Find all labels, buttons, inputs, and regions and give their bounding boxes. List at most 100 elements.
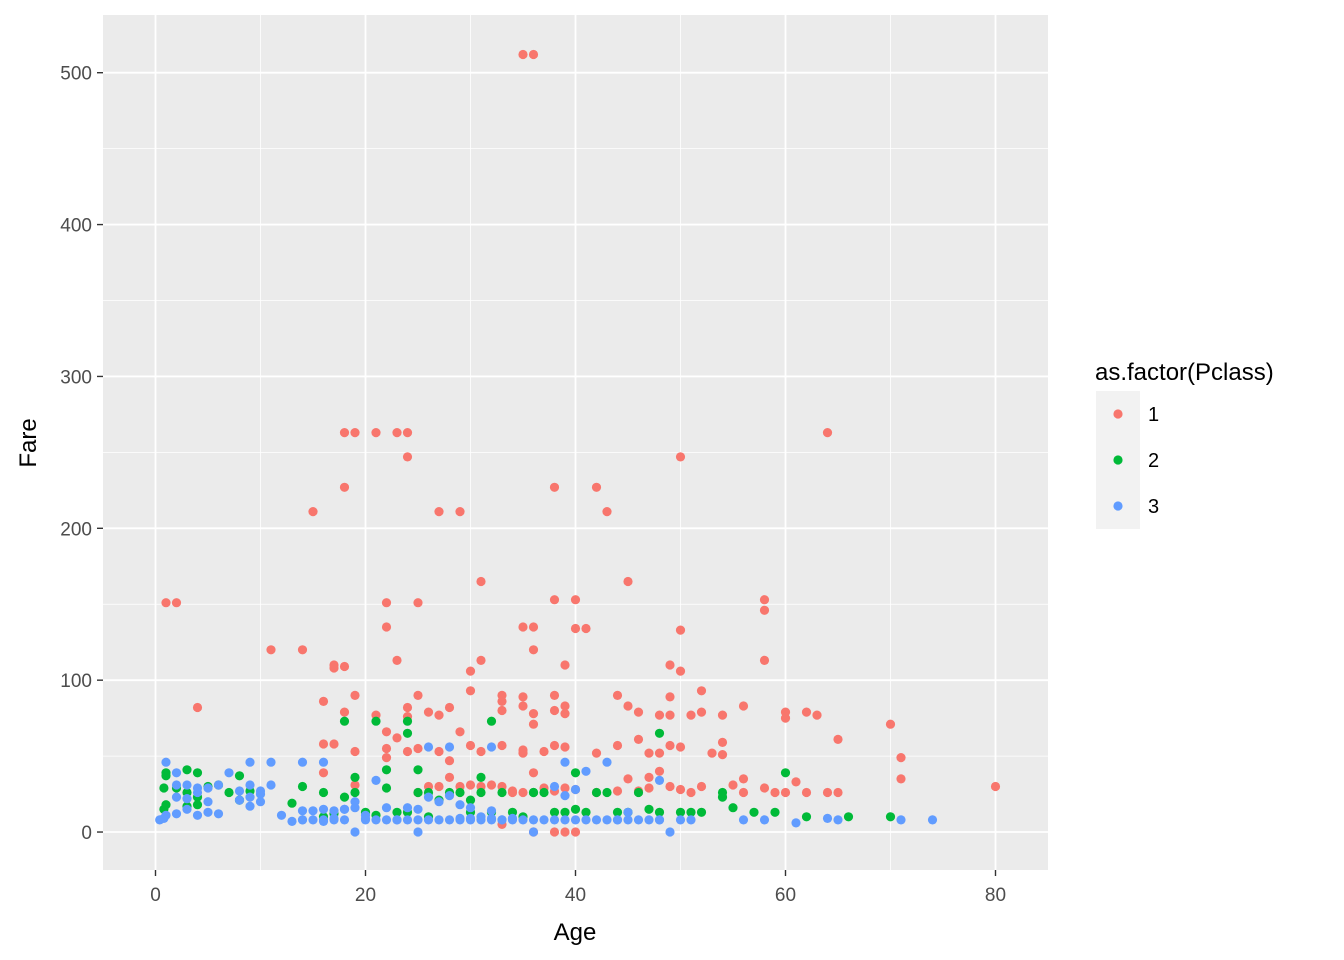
data-point (318, 787, 329, 798)
y-tick-label: 200 (60, 519, 92, 540)
data-point (444, 702, 455, 713)
x-tick-label: 20 (355, 885, 376, 906)
data-point (455, 507, 465, 517)
data-point (738, 701, 749, 711)
data-point (539, 787, 549, 798)
data-point (171, 792, 182, 802)
data-point (308, 507, 318, 517)
data-point (465, 740, 476, 751)
data-point (371, 716, 381, 726)
data-point (434, 815, 444, 825)
data-point (633, 815, 644, 825)
data-point (350, 827, 360, 837)
data-point (570, 595, 581, 605)
data-point (287, 798, 297, 808)
data-point (686, 787, 696, 798)
data-point (528, 49, 539, 60)
data-point (329, 806, 339, 816)
data-point (308, 806, 318, 816)
data-point (518, 745, 528, 755)
data-point (791, 818, 801, 828)
data-point (476, 746, 486, 757)
data-point (612, 815, 623, 825)
data-point (203, 783, 213, 793)
data-point (350, 787, 360, 798)
data-point (623, 774, 633, 784)
data-point (434, 710, 444, 720)
data-point (696, 807, 707, 817)
data-point (801, 707, 812, 717)
data-point (539, 746, 549, 757)
data-point (528, 815, 539, 825)
data-point (833, 787, 843, 798)
data-point (602, 787, 612, 798)
data-point (465, 686, 476, 696)
data-point (381, 783, 392, 793)
data-point (654, 815, 665, 825)
data-point (675, 742, 686, 752)
data-point (654, 807, 665, 817)
data-point (728, 803, 738, 813)
data-point (675, 807, 686, 817)
data-point (717, 792, 728, 802)
data-point (245, 757, 255, 767)
data-point (402, 815, 413, 825)
data-point (644, 783, 654, 793)
data-point (581, 623, 591, 634)
data-point (644, 772, 654, 783)
data-point (759, 783, 770, 793)
data-point (402, 716, 413, 726)
x-axis-ticks: 0 20 40 60 80 (150, 870, 1006, 906)
data-point (465, 780, 476, 790)
data-point (444, 756, 455, 766)
data-point (476, 787, 486, 798)
data-point (465, 813, 476, 824)
data-point (675, 784, 686, 795)
data-point (444, 772, 455, 783)
data-point (602, 815, 612, 825)
y-axis-ticks: 0 100 200 300 400 500 (60, 64, 103, 844)
data-point (371, 428, 381, 438)
data-point (770, 787, 780, 798)
data-point (423, 815, 434, 825)
data-point (392, 655, 402, 666)
data-point (812, 710, 822, 720)
data-point (192, 800, 203, 810)
data-point (213, 809, 224, 819)
data-point (339, 482, 350, 492)
data-point (381, 803, 392, 813)
data-point (413, 598, 423, 608)
data-point (318, 739, 329, 749)
data-point (707, 748, 717, 758)
data-point (518, 49, 528, 60)
data-point (518, 622, 528, 632)
y-tick-label: 0 (81, 823, 92, 844)
data-point (612, 690, 623, 701)
legend-item-1: 1 (1096, 391, 1159, 437)
data-point (570, 768, 581, 778)
data-point (665, 660, 675, 670)
data-point (549, 807, 560, 817)
data-point (255, 797, 266, 807)
data-point (644, 804, 654, 814)
data-point (224, 787, 234, 798)
data-point (339, 815, 350, 825)
data-point (623, 815, 633, 825)
data-point (192, 702, 203, 713)
data-point (245, 792, 255, 802)
data-point (623, 576, 633, 587)
data-point (486, 780, 497, 790)
data-point (497, 696, 507, 707)
legend-title: as.factor(Pclass) (1095, 359, 1274, 386)
data-point (413, 827, 423, 837)
legend-label: 1 (1148, 404, 1159, 426)
data-point (476, 655, 486, 666)
data-point (822, 787, 833, 798)
data-point (465, 795, 476, 805)
data-point (402, 428, 413, 438)
data-point (675, 452, 686, 462)
data-point (339, 428, 350, 438)
data-point (350, 428, 360, 438)
data-point (192, 787, 203, 798)
